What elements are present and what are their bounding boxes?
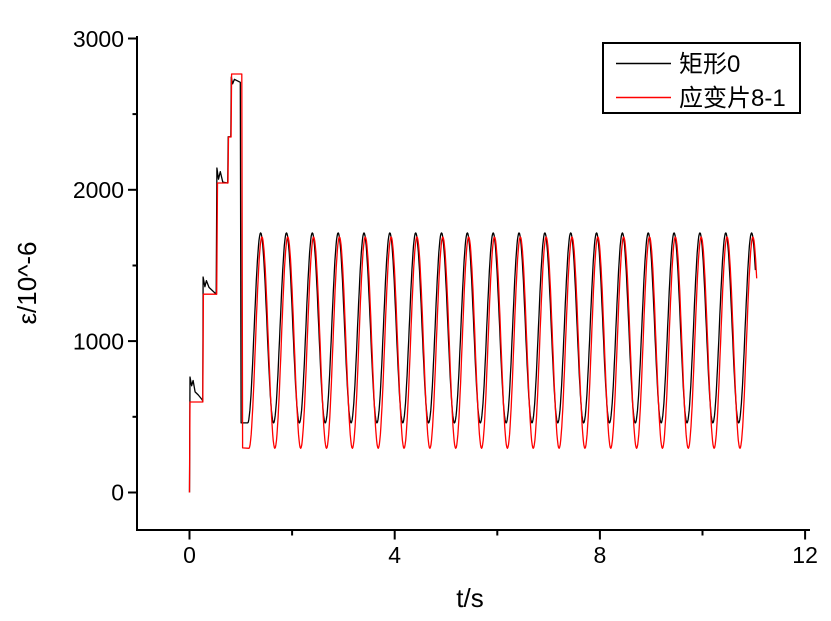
x-axis-title: t/s: [456, 583, 483, 613]
x-major-ticks: [188, 530, 807, 540]
x-tick-label-8: 8: [594, 542, 607, 568]
legend-box: 矩形0 应变片8-1: [602, 42, 801, 114]
series-line-1-red: [188, 73, 758, 493]
y-major-ticks: [128, 37, 137, 494]
x-tick-label-0: 0: [183, 542, 196, 568]
x-tick-label-4: 4: [388, 542, 401, 568]
y-tick-label-3000: 3000: [73, 26, 124, 52]
legend-label-0: 矩形0: [679, 51, 740, 78]
y-axis-title: ε/10^-6: [12, 241, 42, 324]
x-tick-label-12: 12: [792, 542, 818, 568]
y-tick-label-0: 0: [111, 480, 124, 506]
y-tick-label-1000: 1000: [73, 328, 124, 354]
x-minor-ticks: [291, 530, 704, 536]
y-tick-label-2000: 2000: [73, 177, 124, 203]
series-lines: [188, 73, 758, 493]
legend-border: [602, 42, 801, 114]
legend-label-1: 应变片8-1: [679, 85, 786, 112]
y-minor-ticks: [132, 113, 137, 418]
